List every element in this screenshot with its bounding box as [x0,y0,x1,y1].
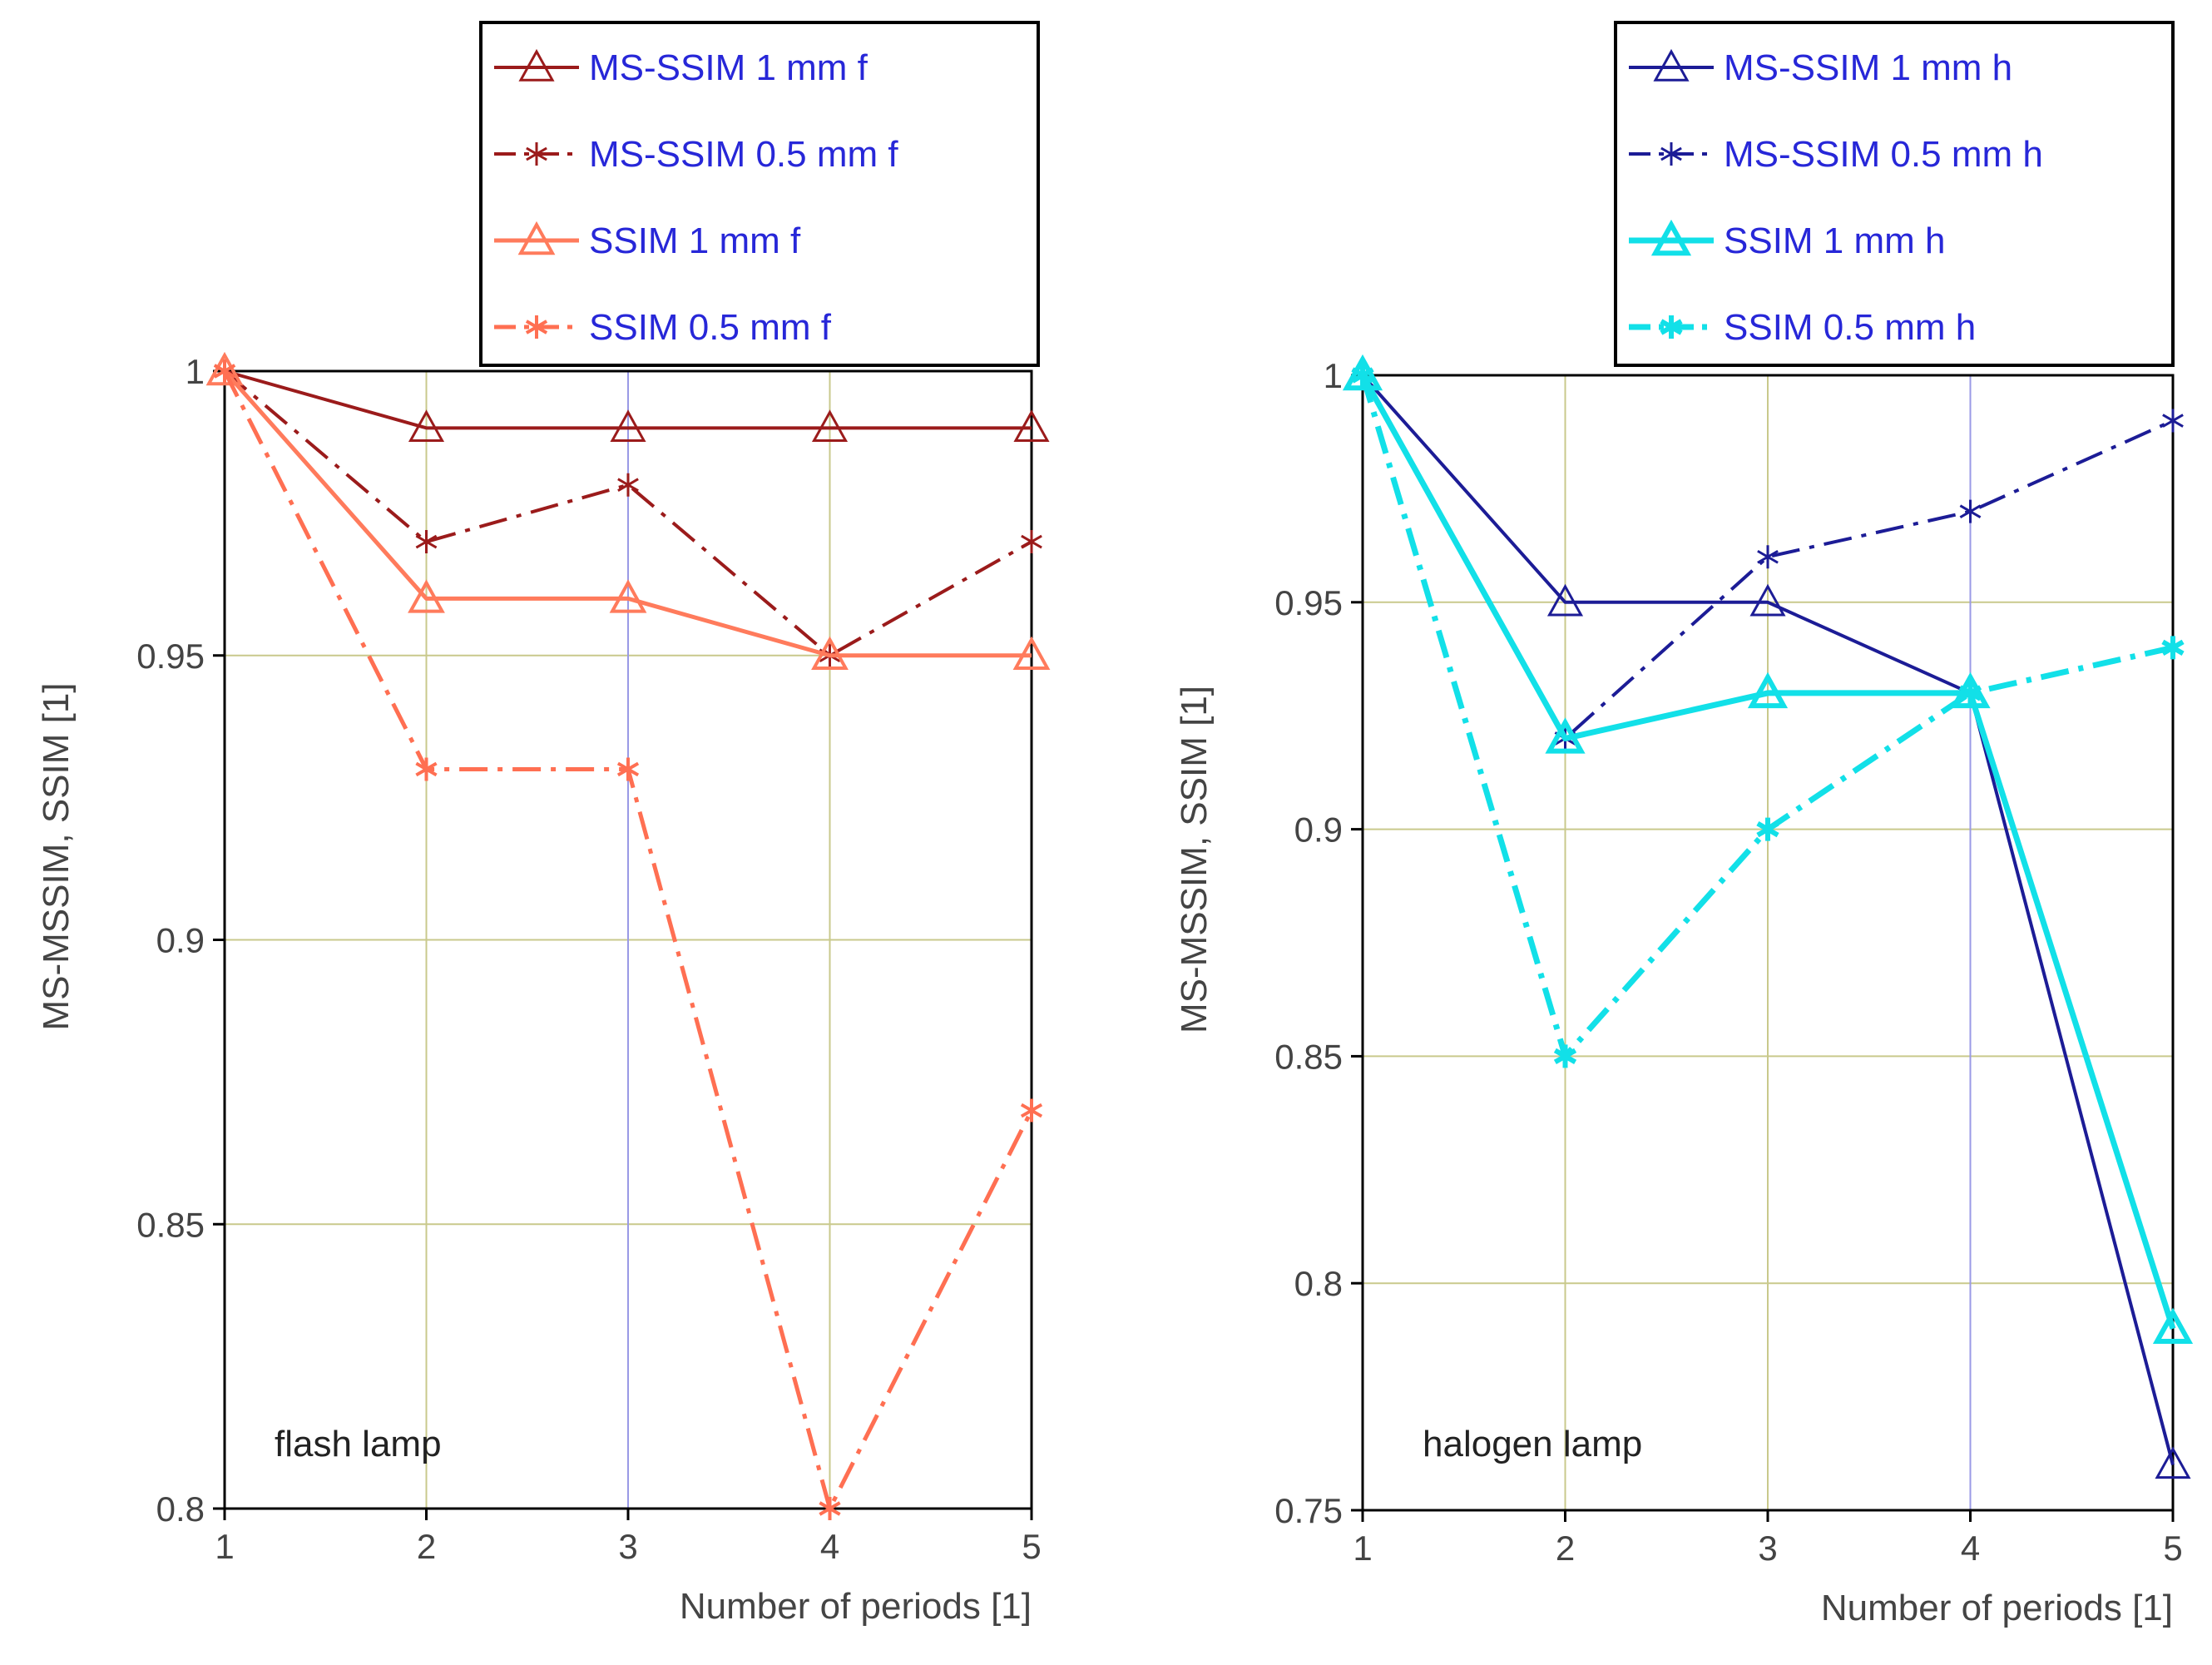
panel-annotation: flash lamp [275,1424,442,1464]
y-tick-label: 0.8 [156,1489,205,1529]
y-tick-label: 1 [186,352,205,391]
series-line [1361,374,2175,1465]
y-tick-label: 0.9 [1294,810,1343,850]
data-point-triangle [2152,1307,2194,1344]
y-tick-label: 0.95 [136,637,205,676]
data-point-star [2162,409,2184,433]
data-point-star [213,359,236,383]
x-tick-label: 1 [215,1527,234,1566]
legend-marker [1660,315,1683,339]
y-axis-title: MS-MSSIM, SSIM [1] [1174,686,1215,1033]
flash-lamp-chart: 1 2 3 4 5 0.8 0.85 0.9 0.95 1 Number of periods [1… [36,21,1051,1627]
y-tick-label: 0.85 [1274,1037,1343,1076]
data-point-star [1756,817,1779,841]
y-tick-label: 0.75 [1274,1491,1343,1530]
data-point-star [1757,545,1779,569]
legend-marker [518,48,555,82]
legend-label: SSIM 0.5 mm f [589,307,832,348]
legend-marker [517,221,556,255]
data-point-triangle [1747,671,1789,709]
series-line [223,369,1032,657]
x-tick-label: 2 [417,1527,436,1566]
halogen-lamp-chart: 1 2 3 4 5 0.75 0.8 0.85 0.9 0.95 1 Number of period… [1174,21,2194,1628]
y-axis-title: MS-MSSIM, SSIM [1] [36,682,77,1030]
legend-label: MS-SSIM 1 mm h [1724,47,2012,88]
data-point-triangle [205,351,244,386]
data-point-triangle [2155,1446,2191,1479]
x-tick-label: 4 [1961,1529,1980,1568]
legend-label: MS-SSIM 0.5 mm h [1724,134,2043,175]
legend-label: MS-SSIM 1 mm f [589,47,868,88]
data-point-triangle [1342,354,1383,391]
x-tick-label: 3 [1758,1529,1777,1568]
legend-box [479,21,1040,367]
x-tick-label: 1 [1353,1529,1372,1568]
data-point-triangle [408,409,445,443]
data-point-star [415,757,438,781]
legend-label: MS-SSIM 0.5 mm f [589,134,898,175]
data-point-star [616,757,640,781]
x-tick-label: 5 [2163,1529,2182,1568]
legend-marker [525,315,548,339]
data-point-triangle [811,409,849,443]
data-point-star [1351,364,1374,387]
x-axis-title: Number of periods [1] [1821,1588,2173,1628]
data-point-triangle [1546,583,1584,617]
data-point-star [617,473,639,497]
x-axis-title: Number of periods [1] [680,1586,1032,1627]
y-tick-label: 0.8 [1294,1264,1343,1303]
data-point-triangle [1013,409,1050,443]
data-point-star [415,530,438,554]
x-tick-label: 2 [1556,1529,1575,1568]
data-point-star [1020,1098,1043,1122]
legend-label: SSIM 1 mm f [589,221,801,261]
panel-annotation: halogen lamp [1423,1424,1642,1464]
legend-marker [526,142,547,166]
legend-marker [1650,219,1692,256]
x-tick-label: 5 [1022,1527,1041,1566]
series-line [223,369,1032,658]
legend: MS-SSIM 1 mm f MS-SSIM 0.5 mm f SSIM 1 mm … [479,21,1040,367]
data-point-star [819,1497,841,1520]
data-point-star [1553,1044,1577,1068]
legend-marker [1660,142,1682,166]
data-point-triangle [408,579,445,613]
data-point-star [1958,681,1982,705]
data-point-triangle [609,579,647,613]
data-point-triangle [1749,583,1786,617]
data-point-triangle [1012,636,1051,670]
legend-label: SSIM 0.5 mm h [1724,307,1976,348]
x-tick-label: 4 [820,1527,839,1566]
data-point-star [2161,636,2185,660]
legend-marker [1653,48,1690,82]
legend-label: SSIM 1 mm h [1724,221,1946,261]
y-tick-label: 0.95 [1274,583,1343,622]
legend: MS-SSIM 1 mm h MS-SSIM 0.5 mm h SSIM 1 mm … [1614,21,2175,367]
data-point-triangle [610,409,646,443]
data-point-triangle [1545,717,1586,754]
y-tick-label: 0.85 [136,1205,205,1244]
data-point-star [1959,499,1982,523]
legend-box [1614,21,2175,367]
series-line [1359,374,2176,1330]
data-point-triangle [811,636,849,670]
series-line [224,369,1032,430]
x-tick-label: 3 [618,1527,637,1566]
data-point-star [1021,530,1042,554]
y-tick-label: 0.9 [156,921,205,960]
y-tick-label: 1 [1324,356,1343,395]
